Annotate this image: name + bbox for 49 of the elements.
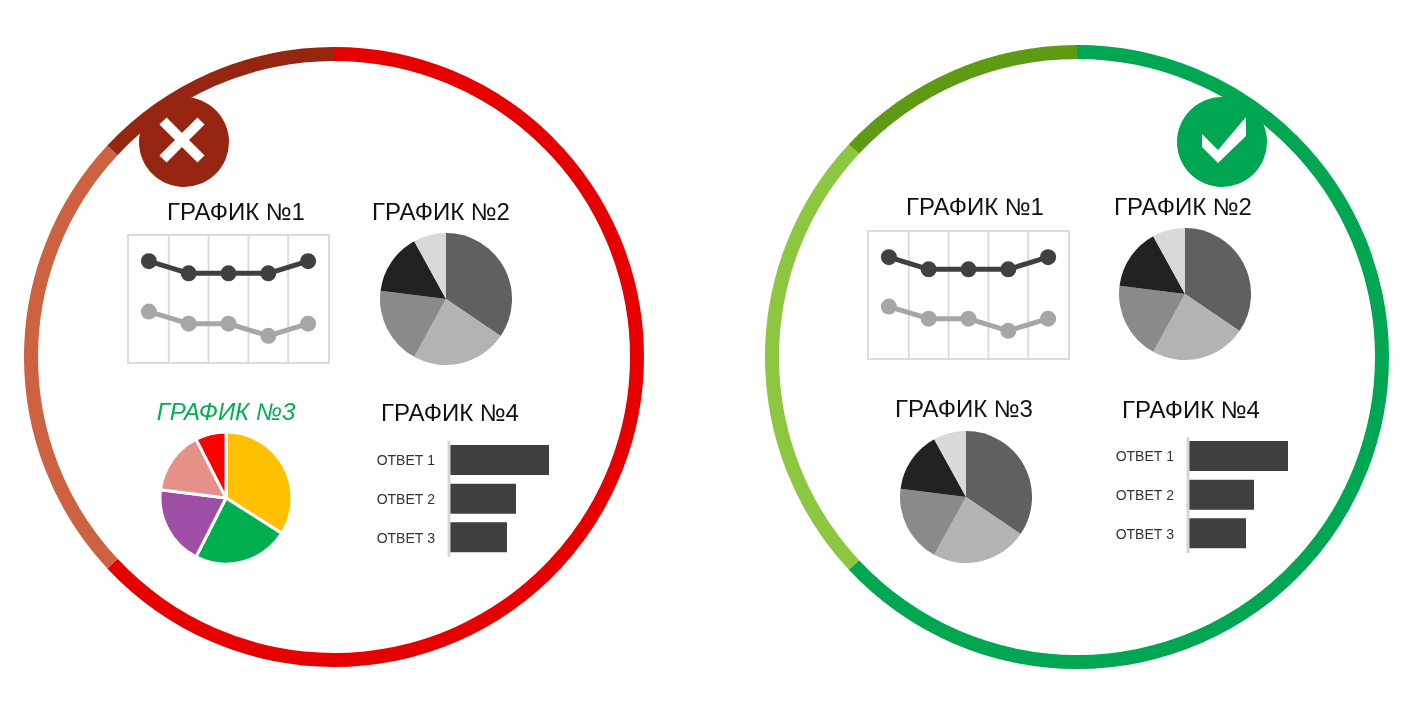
pie-slice <box>934 497 1021 563</box>
point <box>140 253 157 270</box>
point <box>1000 261 1017 278</box>
chart-title: ГРАФИК №4 <box>381 399 519 426</box>
point <box>300 315 317 332</box>
pie-slice <box>1185 228 1251 332</box>
point <box>960 261 977 278</box>
pie-slice <box>414 233 446 299</box>
point <box>220 265 237 282</box>
y-tick-label: ОТВЕТ 1 <box>376 452 436 469</box>
pie-slice <box>900 439 966 497</box>
y-tick-label: ОТВЕТ 2 <box>1115 486 1175 503</box>
chart-title: ГРАФИК №1 <box>906 193 1044 220</box>
pie-slice <box>934 431 966 497</box>
point <box>260 265 277 282</box>
pie-slice <box>414 299 501 365</box>
point <box>960 310 977 327</box>
pie-slice <box>380 290 446 357</box>
y-tick-label: ОТВЕТ 3 <box>376 529 436 546</box>
point <box>920 261 937 278</box>
pie-slice <box>966 431 1032 535</box>
pie-slice <box>1153 294 1240 360</box>
point <box>300 253 317 270</box>
point <box>1000 322 1017 339</box>
point <box>880 298 897 315</box>
point <box>1040 310 1057 327</box>
chart-title: ГРАФИК №1 <box>167 198 305 225</box>
chart-title: ГРАФИК №2 <box>1114 193 1252 220</box>
pie-slice <box>1119 285 1185 352</box>
pie-slice <box>446 233 512 337</box>
point <box>880 249 897 266</box>
point <box>220 315 237 332</box>
chart-title: ГРАФИК №2 <box>372 198 510 225</box>
chart-title: ГРАФИК №4 <box>1122 396 1260 423</box>
point <box>920 310 937 327</box>
point <box>180 315 197 332</box>
y-tick-label: ОТВЕТ 3 <box>1115 525 1175 542</box>
y-tick-label: ОТВЕТ 1 <box>1115 448 1175 465</box>
pie-slice <box>900 488 966 555</box>
y-tick-label: ОТВЕТ 2 <box>376 490 436 507</box>
chart-title: ГРАФИК №3 <box>156 398 296 425</box>
pie-slice <box>1153 228 1185 294</box>
point <box>260 327 277 344</box>
pie-slice <box>1119 236 1185 294</box>
point <box>140 303 157 320</box>
pie-slice <box>380 241 446 299</box>
chart-title: ГРАФИК №3 <box>895 395 1033 422</box>
point <box>1040 249 1057 266</box>
point <box>180 265 197 282</box>
